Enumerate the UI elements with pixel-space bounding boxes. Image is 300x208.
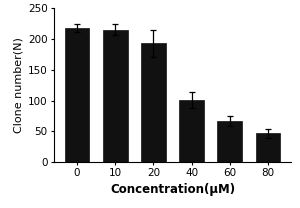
Bar (141, 43, 166, 162)
X-axis label: Concentration(μM): Concentration(μM) (110, 183, 235, 196)
Y-axis label: Clone number(N): Clone number(N) (14, 37, 24, 133)
Bar (256, 133, 280, 162)
Bar (179, 100, 204, 162)
Bar (64, 28, 89, 162)
Bar (103, 30, 128, 162)
Bar (218, 121, 242, 162)
